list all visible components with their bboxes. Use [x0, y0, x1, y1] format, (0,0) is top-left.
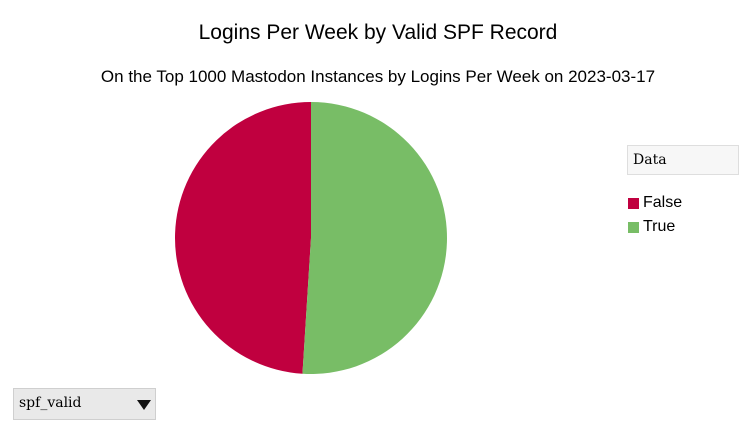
chart-subtitle: On the Top 1000 Mastodon Instances by Lo…	[100, 67, 656, 86]
legend-title: Data	[627, 145, 739, 175]
legend-item-true: True	[628, 215, 682, 239]
chart-title: Logins Per Week by Valid SPF Record	[198, 21, 558, 44]
pie-slice-true	[302, 102, 448, 375]
field-select-value: spf_valid	[19, 395, 82, 411]
legend-swatch	[628, 197, 639, 209]
chevron-down-icon	[137, 400, 151, 410]
legend-swatch	[628, 221, 639, 233]
pie-slices	[175, 102, 448, 375]
field-select[interactable]: spf_valid	[13, 388, 156, 420]
legend-item-false: False	[628, 191, 682, 215]
pie-slice-false	[175, 102, 311, 374]
legend-label: True	[643, 218, 676, 235]
legend: False True	[628, 191, 682, 239]
legend-label: False	[643, 194, 683, 211]
